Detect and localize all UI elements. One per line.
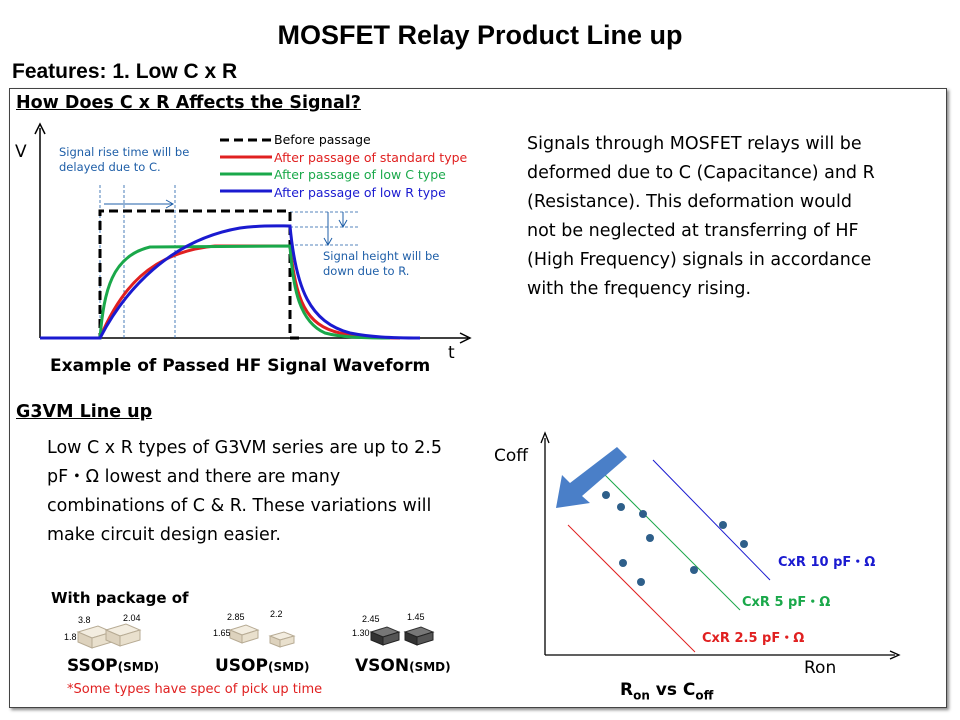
page-title: MOSFET Relay Product Line up — [277, 20, 683, 50]
cxr-10-line — [652, 459, 771, 581]
signal-description: Signals through MOSFET relays will be de… — [527, 134, 875, 299]
t-axis-label: t — [448, 343, 455, 363]
data-point — [617, 503, 625, 511]
data-point — [639, 510, 647, 518]
vson-label: VSON(SMD) — [355, 656, 451, 676]
annotation-arrows — [104, 199, 348, 247]
legend-low-c: After passage of low C type — [274, 167, 446, 182]
vson-dim-a: 2.45 — [362, 614, 380, 624]
features-heading: Features: 1. Low C x R — [12, 60, 238, 83]
height-note: Signal height will be down due to R. — [323, 249, 440, 278]
content-frame — [9, 88, 947, 708]
data-point — [619, 559, 627, 567]
coff-axis-arrow — [540, 431, 550, 444]
legend-before: Before passage — [274, 132, 371, 147]
data-point — [690, 566, 698, 574]
usop-dim-c: 1.65 — [213, 628, 231, 638]
coff-label: Coff — [494, 446, 528, 466]
legend-standard: After passage of standard type — [274, 149, 468, 165]
ssop-label: SSOP(SMD) — [67, 656, 160, 676]
data-points — [602, 491, 748, 586]
vson-package-image — [369, 626, 435, 646]
cxr-2-5-line — [567, 524, 696, 653]
low-r-type-wave — [40, 224, 421, 340]
ron-coff-caption: Ron vs Coff — [620, 680, 714, 703]
low-c-type-wave — [40, 244, 391, 340]
direction-arrow — [556, 447, 627, 508]
lineup-section-title: G3VM Line up — [16, 402, 153, 422]
waveform-legend: Before passage After passage of standard… — [274, 131, 467, 201]
ssop-package-image — [76, 623, 142, 649]
waveform-caption: Example of Passed HF Signal Waveform — [50, 356, 431, 376]
ron-axis-arrow — [889, 650, 901, 660]
ssop-dim-b: 2.04 — [123, 613, 141, 623]
data-point — [740, 540, 748, 548]
usop-label: USOP(SMD) — [215, 656, 310, 676]
usop-dim-b: 2.2 — [270, 609, 283, 619]
data-point — [602, 491, 610, 499]
rise-time-note: Signal rise time will be delayed due to … — [59, 145, 190, 174]
legend-low-r: After passage of low R type — [274, 184, 446, 200]
v-axis-label: V — [15, 142, 27, 162]
lineup-description: Low C x R types of G3VM series are up to… — [47, 438, 442, 545]
y-axis-arrow — [34, 122, 46, 135]
data-point — [637, 578, 645, 586]
data-point — [719, 521, 727, 529]
usop-package-image — [228, 624, 296, 648]
signal-section-title: How Does C x R Affects the Signal? — [16, 93, 361, 113]
ssop-dim-c: 1.8 — [64, 632, 77, 642]
ssop-dim-a: 3.8 — [78, 615, 91, 625]
pickup-time-note: *Some types have spec of pick up time — [67, 682, 323, 697]
x-axis-arrow — [459, 332, 472, 344]
vson-dim-c: 1.30 — [352, 628, 370, 638]
cxr-2-5-label: CxR 2.5 pF・Ω — [702, 631, 805, 646]
data-point — [646, 534, 654, 542]
package-heading: With package of — [51, 589, 189, 607]
cxr-5-label: CxR 5 pF・Ω — [742, 595, 831, 610]
ron-label: Ron — [804, 658, 837, 678]
cxr-10-label: CxR 10 pF・Ω — [778, 555, 876, 570]
usop-dim-a: 2.85 — [227, 612, 245, 622]
vson-dim-b: 1.45 — [407, 612, 425, 622]
cxr-5-line — [604, 474, 741, 611]
